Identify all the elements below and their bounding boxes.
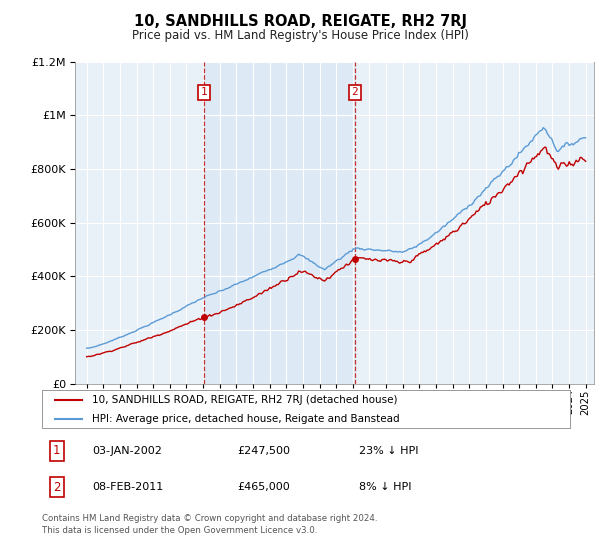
Text: 08-FEB-2011: 08-FEB-2011 bbox=[92, 482, 163, 492]
Text: £247,500: £247,500 bbox=[238, 446, 290, 456]
Text: Price paid vs. HM Land Registry's House Price Index (HPI): Price paid vs. HM Land Registry's House … bbox=[131, 29, 469, 42]
Text: 1: 1 bbox=[53, 444, 61, 458]
Text: 10, SANDHILLS ROAD, REIGATE, RH2 7RJ: 10, SANDHILLS ROAD, REIGATE, RH2 7RJ bbox=[133, 14, 467, 29]
Text: 03-JAN-2002: 03-JAN-2002 bbox=[92, 446, 162, 456]
Text: This data is licensed under the Open Government Licence v3.0.: This data is licensed under the Open Gov… bbox=[42, 526, 317, 535]
Bar bbox=[204, 62, 355, 384]
Text: HPI: Average price, detached house, Reigate and Banstead: HPI: Average price, detached house, Reig… bbox=[92, 414, 400, 424]
Text: Contains HM Land Registry data © Crown copyright and database right 2024.: Contains HM Land Registry data © Crown c… bbox=[42, 514, 377, 523]
Text: £465,000: £465,000 bbox=[238, 482, 290, 492]
Text: 10, SANDHILLS ROAD, REIGATE, RH2 7RJ (detached house): 10, SANDHILLS ROAD, REIGATE, RH2 7RJ (de… bbox=[92, 395, 398, 405]
Text: 23% ↓ HPI: 23% ↓ HPI bbox=[359, 446, 418, 456]
Text: 1: 1 bbox=[200, 87, 207, 97]
Text: 8% ↓ HPI: 8% ↓ HPI bbox=[359, 482, 412, 492]
Text: 2: 2 bbox=[53, 480, 61, 494]
Text: 2: 2 bbox=[352, 87, 358, 97]
